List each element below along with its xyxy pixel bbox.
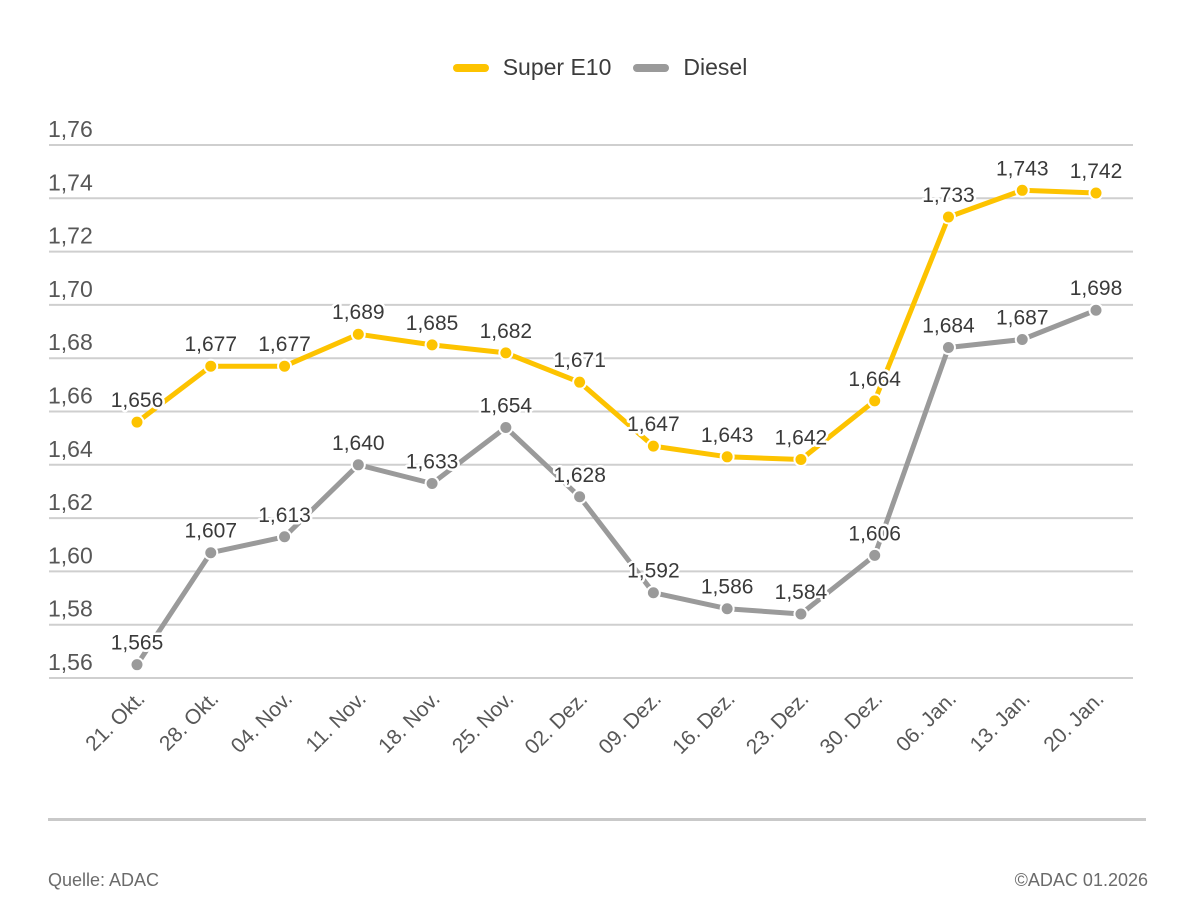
x-axis-tick-label: 06. Jan. (892, 687, 961, 756)
data-point-label-diesel: 1,698 (1070, 277, 1123, 300)
data-point-label-super-e10: 1,677 (184, 333, 237, 356)
data-point-label-diesel: 1,586 (701, 576, 754, 599)
x-axis-tick-label: 04. Nov. (227, 687, 297, 757)
data-point-diesel (1088, 302, 1104, 318)
y-axis-tick-label: 1,56 (48, 649, 93, 675)
data-point-label-diesel: 1,684 (922, 315, 975, 338)
y-axis-tick-label: 1,72 (48, 223, 93, 249)
data-point-super-e10 (129, 414, 145, 430)
data-point-label-super-e10: 1,677 (258, 333, 311, 356)
data-point-diesel (424, 475, 440, 491)
data-point-label-diesel: 1,640 (332, 432, 385, 455)
chart-footer: Quelle: ADAC ©ADAC 01.2026 (48, 870, 1148, 891)
data-point-diesel (940, 340, 956, 356)
data-point-diesel (498, 419, 514, 435)
y-axis-tick-label: 1,64 (48, 436, 93, 462)
y-axis-tick-label: 1,58 (48, 596, 93, 622)
data-point-diesel (867, 547, 883, 563)
data-point-label-super-e10: 1,743 (996, 157, 1049, 180)
x-axis-tick-label: 20. Jan. (1039, 687, 1108, 756)
data-point-label-diesel: 1,607 (184, 520, 237, 543)
data-point-label-diesel: 1,606 (848, 522, 901, 545)
data-point-diesel (1014, 332, 1030, 348)
data-point-diesel (793, 606, 809, 622)
data-point-label-super-e10: 1,647 (627, 413, 680, 436)
data-point-diesel (203, 545, 219, 561)
data-point-super-e10 (940, 209, 956, 225)
x-axis-tick-label: 09. Dez. (594, 687, 666, 759)
diesel-line-swatch (633, 63, 670, 72)
series-line-super-e10 (134, 187, 1099, 462)
data-point-super-e10 (1088, 185, 1104, 201)
x-axis-tick-label: 18. Nov. (374, 687, 444, 757)
y-axis-tick-label: 1,60 (48, 542, 93, 568)
y-axis-tick-label: 1,70 (48, 276, 93, 302)
data-point-super-e10 (424, 337, 440, 353)
data-point-label-super-e10: 1,742 (1070, 160, 1123, 183)
data-point-label-super-e10: 1,643 (701, 424, 754, 447)
x-axis-tick-label: 28. Okt. (155, 687, 223, 755)
x-axis-tick-label: 02. Dez. (521, 687, 593, 759)
source-label: Quelle: ADAC (48, 870, 160, 890)
data-point-label-diesel: 1,613 (258, 504, 311, 527)
data-point-diesel (719, 601, 735, 617)
x-axis-tick-label: 23. Dez. (742, 687, 814, 759)
data-point-label-diesel: 1,687 (996, 307, 1049, 330)
data-point-super-e10 (867, 393, 883, 409)
data-point-diesel (350, 457, 366, 473)
data-point-label-super-e10: 1,656 (111, 389, 164, 412)
data-point-label-diesel: 1,592 (627, 560, 680, 583)
data-point-super-e10 (350, 326, 366, 342)
y-axis-tick-label: 1,66 (48, 383, 93, 409)
data-point-super-e10 (645, 438, 661, 454)
data-point-super-e10 (793, 451, 809, 467)
data-point-label-diesel: 1,628 (553, 464, 606, 487)
legend: Super E10 Diesel (0, 54, 1200, 81)
data-point-label-diesel: 1,584 (775, 581, 828, 604)
data-point-label-super-e10: 1,664 (848, 368, 901, 391)
data-point-super-e10 (1014, 182, 1030, 198)
legend-label-diesel: Diesel (683, 54, 748, 80)
data-point-super-e10 (203, 358, 219, 374)
data-point-diesel (572, 489, 588, 505)
x-axis-tick-label: 16. Dez. (668, 687, 740, 759)
y-axis-tick-label: 1,76 (48, 116, 93, 142)
series-line-diesel (134, 307, 1099, 668)
x-axis-tick-label: 13. Jan. (966, 687, 1035, 756)
copyright-label: ©ADAC 01.2026 (1014, 870, 1148, 890)
data-point-super-e10 (277, 358, 293, 374)
y-axis-tick-label: 1,62 (48, 489, 93, 515)
x-axis-tick-label: 11. Nov. (301, 687, 370, 756)
legend-label-super-e10: Super E10 (502, 54, 612, 80)
data-point-label-diesel: 1,565 (111, 632, 164, 655)
legend-item-super-e10[interactable]: Super E10 (452, 54, 612, 81)
data-point-diesel (129, 657, 145, 673)
data-point-label-super-e10: 1,689 (332, 301, 385, 324)
x-axis-tick-label: 25. Nov. (448, 687, 518, 757)
data-point-super-e10 (498, 345, 514, 361)
x-axis-tick-label: 21. Okt. (81, 687, 149, 755)
x-axis-tick-label: 30. Dez. (816, 687, 888, 759)
data-point-label-super-e10: 1,733 (922, 184, 975, 207)
y-axis-tick-label: 1,68 (48, 329, 93, 355)
data-point-label-super-e10: 1,682 (480, 320, 533, 343)
data-point-label-diesel: 1,654 (480, 394, 533, 417)
data-point-label-super-e10: 1,642 (775, 426, 828, 449)
data-point-diesel (645, 585, 661, 601)
data-point-label-diesel: 1,633 (406, 450, 459, 473)
data-point-super-e10 (719, 449, 735, 465)
footer-divider (48, 818, 1146, 821)
data-point-label-super-e10: 1,685 (406, 312, 459, 335)
super-e10-line-swatch (452, 63, 489, 72)
y-axis-tick-label: 1,74 (48, 169, 93, 195)
legend-item-diesel[interactable]: Diesel (633, 54, 747, 81)
data-point-label-super-e10: 1,671 (553, 349, 606, 372)
data-point-super-e10 (572, 374, 588, 390)
data-point-diesel (277, 529, 293, 545)
